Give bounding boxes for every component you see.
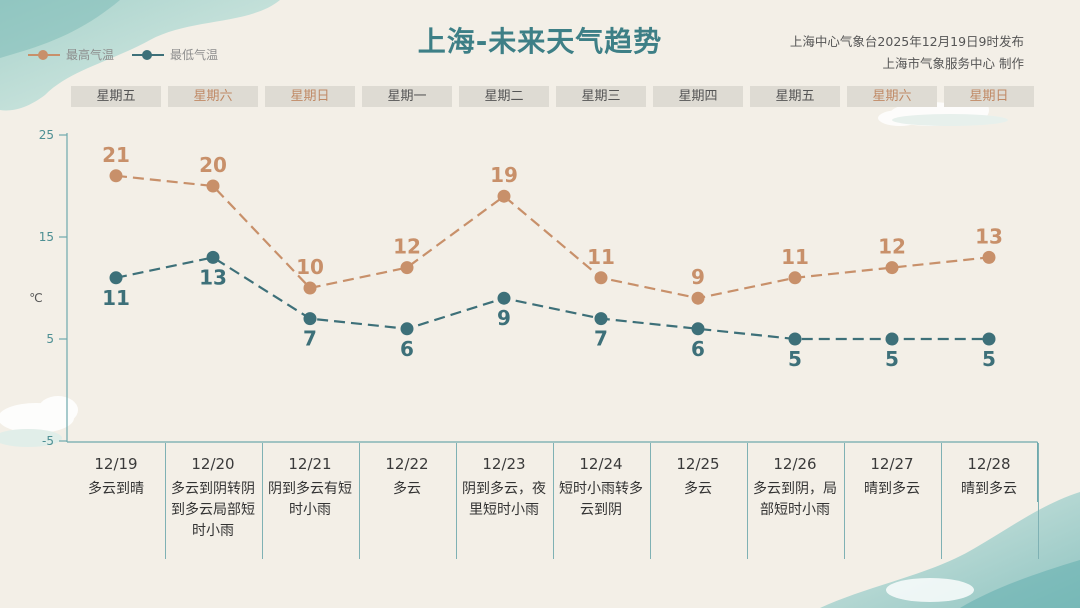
- chart-legend: 最高气温 最低气温: [28, 46, 236, 63]
- day-cell: 12/24 短时小雨转多云到阴: [553, 443, 651, 559]
- low-temp-label: 7: [303, 327, 317, 351]
- day-weather: 短时小雨转多云到阴: [559, 481, 643, 518]
- day-weather: 多云到阴，局部短时小雨: [753, 481, 837, 518]
- day-cell: 12/28 晴到多云: [941, 443, 1039, 559]
- day-weather: 晴到多云: [864, 481, 920, 497]
- weekday-label: 星期日: [944, 86, 1034, 107]
- low-temp-label: 7: [594, 327, 608, 351]
- legend-high-label: 最高气温: [66, 48, 115, 62]
- publisher-line-2: 上海市气象服务中心 制作: [882, 56, 1024, 71]
- high-temp-label: 21: [102, 143, 130, 167]
- weekday-label: 星期六: [168, 86, 258, 107]
- high-temp-label: 19: [490, 163, 518, 187]
- high-temp-label: 11: [587, 245, 615, 269]
- low-temp-line: [115, 256, 989, 341]
- day-weather: 阴到多云，夜里短时小雨: [462, 481, 546, 518]
- legend-high-swatch: [28, 49, 60, 60]
- day-cell: 12/25 多云: [650, 443, 748, 559]
- high-temp-label: 12: [878, 235, 906, 259]
- high-temp-point: [497, 189, 511, 203]
- high-temp-label: 9: [691, 265, 705, 289]
- low-temp-label: 5: [982, 347, 996, 371]
- day-cell: 12/21 阴到多云有短时小雨: [262, 443, 360, 559]
- day-cell: 12/26 多云到阴，局部短时小雨: [747, 443, 845, 559]
- low-temp-point: [109, 271, 123, 285]
- low-temp-point: [594, 312, 608, 326]
- weekday-label: 星期六: [847, 86, 937, 107]
- low-temp-label: 6: [691, 337, 705, 361]
- day-date: 12/24: [579, 455, 623, 473]
- day-date: 12/27: [870, 455, 914, 473]
- weekday-label: 星期五: [750, 86, 840, 107]
- low-temp-point: [788, 332, 802, 346]
- day-weather: 晴到多云: [961, 481, 1017, 497]
- day-cell: 12/22 多云: [359, 443, 457, 559]
- high-temp-point: [206, 179, 220, 193]
- day-date: 12/26: [773, 455, 817, 473]
- y-tick-label: 5: [46, 332, 54, 346]
- low-temp-label: 13: [199, 265, 227, 289]
- low-temp-point: [885, 332, 899, 346]
- day-weather: 多云: [684, 481, 712, 497]
- high-temp-point: [885, 261, 899, 275]
- low-temp-label: 11: [102, 286, 130, 310]
- weekday-label: 星期四: [653, 86, 743, 107]
- day-cell: 12/27 晴到多云: [844, 443, 942, 559]
- high-temp-point: [303, 281, 317, 295]
- low-temp-point: [400, 322, 414, 336]
- high-temp-point: [109, 169, 123, 183]
- day-cell: 12/20 多云到阴转阴到多云局部短时小雨: [165, 443, 263, 559]
- low-temp-label: 6: [400, 337, 414, 361]
- weekday-label: 星期三: [556, 86, 646, 107]
- publisher-line-1: 上海中心气象台2025年12月19日9时发布: [789, 34, 1024, 49]
- day-weather: 多云到阴转阴到多云局部短时小雨: [171, 481, 255, 539]
- day-date: 12/19: [94, 455, 138, 473]
- legend-low-label: 最低气温: [170, 48, 219, 62]
- day-weather: 多云到晴: [88, 481, 144, 497]
- weekday-label: 星期二: [459, 86, 549, 107]
- day-cell: 12/19 多云到晴: [68, 443, 166, 559]
- high-temp-label: 10: [296, 255, 324, 279]
- day-date: 12/23: [482, 455, 526, 473]
- high-temp-point: [594, 271, 608, 285]
- day-date: 12/21: [288, 455, 332, 473]
- y-tick-label: 15: [39, 230, 54, 244]
- high-temp-point: [691, 291, 705, 305]
- day-date: 12/20: [191, 455, 235, 473]
- high-temp-label: 11: [781, 245, 809, 269]
- y-tick-label: -5: [42, 434, 54, 448]
- low-temp-point: [497, 291, 511, 305]
- day-cell: 12/23 阴到多云，夜里短时小雨: [456, 443, 554, 559]
- legend-item-high: 最高气温: [28, 46, 114, 63]
- weekday-label: 星期日: [265, 86, 355, 107]
- day-weather: 多云: [393, 481, 421, 497]
- high-temp-label: 13: [975, 224, 1003, 248]
- high-temp-label: 20: [199, 153, 227, 177]
- day-date: 12/28: [967, 455, 1011, 473]
- weekday-label: 星期一: [362, 86, 452, 107]
- y-tick-label: 25: [39, 128, 54, 142]
- low-temp-point: [303, 312, 317, 326]
- low-temp-point: [691, 322, 705, 336]
- day-weather: 阴到多云有短时小雨: [268, 481, 352, 518]
- high-temp-point: [400, 261, 414, 275]
- low-temp-point: [206, 250, 220, 264]
- low-temp-label: 5: [885, 347, 899, 371]
- low-temp-label: 5: [788, 347, 802, 371]
- legend-item-low: 最低气温: [132, 46, 218, 63]
- day-date: 12/22: [385, 455, 429, 473]
- low-temp-point: [982, 332, 996, 346]
- day-date: 12/25: [676, 455, 720, 473]
- page-title: 上海-未来天气趋势: [417, 25, 663, 58]
- weekday-label: 星期五: [71, 86, 161, 107]
- high-temp-label: 12: [393, 235, 421, 259]
- high-temp-point: [982, 250, 996, 264]
- low-temp-label: 9: [497, 306, 511, 330]
- y-axis-label: ℃: [29, 291, 42, 305]
- high-temp-point: [788, 271, 802, 285]
- legend-low-swatch: [132, 49, 165, 60]
